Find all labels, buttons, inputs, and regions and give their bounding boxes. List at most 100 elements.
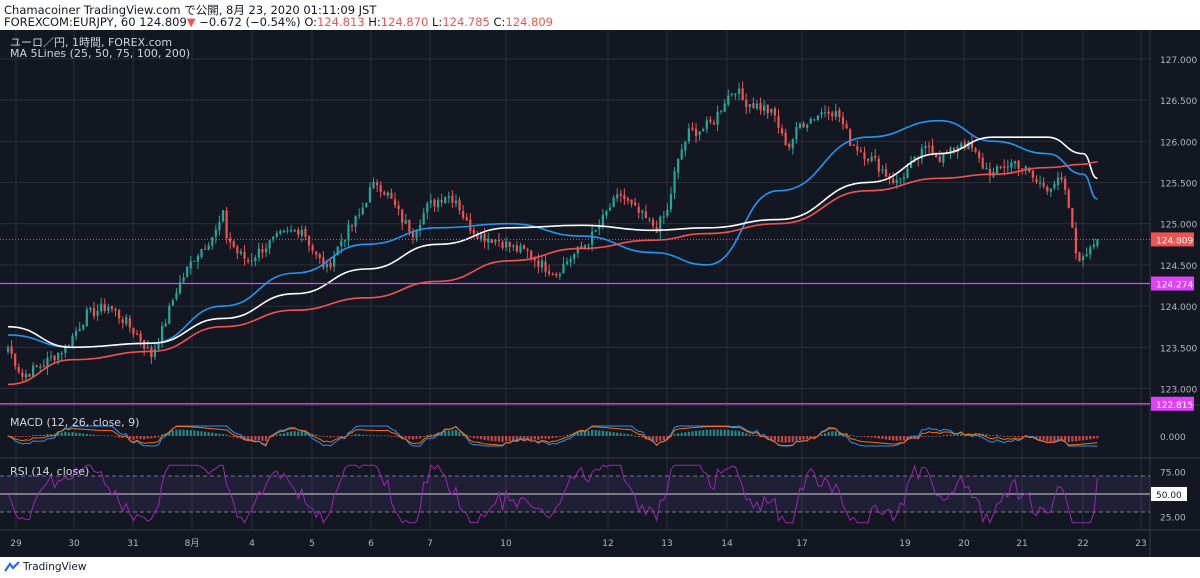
candle-body <box>322 257 325 268</box>
candle-body <box>515 245 518 252</box>
macd-histogram-bar <box>673 434 676 436</box>
price-label-box <box>1151 396 1194 411</box>
tradingview-brand[interactable]: TradingView <box>23 561 87 573</box>
price-tick-label: 124.500 <box>1160 262 1197 272</box>
macd-histogram-bar <box>250 436 253 441</box>
candle-body <box>845 124 848 129</box>
candle-body <box>203 248 207 250</box>
macd-histogram-bar <box>89 434 92 436</box>
candle-body <box>899 178 902 180</box>
candle-body <box>311 245 314 251</box>
macd-histogram-bar <box>21 436 24 437</box>
candle-body <box>591 231 594 245</box>
candle-body <box>580 245 583 249</box>
chart-area[interactable]: 127.000 126.500 126.000 125.500 125.000 124.5… <box>0 30 1200 557</box>
candle-body <box>160 325 164 344</box>
macd-histogram-bar <box>128 436 131 440</box>
candle-body <box>1056 177 1060 186</box>
macd-histogram-bar <box>10 436 13 437</box>
chart-header: Chamacoiner TradingView.com で公開, 8月 23, … <box>0 0 1200 30</box>
tradingview-logo-icon[interactable] <box>4 560 20 574</box>
candle-body <box>1017 160 1020 169</box>
macd-histogram-bar <box>336 436 339 437</box>
symbol-prefix: FOREXCOM:EURJPY, 60 124.809 <box>4 15 187 29</box>
macd-histogram-bar <box>716 429 719 436</box>
candle-body <box>634 202 637 206</box>
candle-body <box>669 194 673 210</box>
macd-histogram-bar <box>282 433 286 436</box>
macd-histogram-bar <box>505 436 508 441</box>
candle-body <box>512 245 515 247</box>
candle-body <box>737 88 741 94</box>
time-tick-label: 31 <box>127 539 138 549</box>
candle-body <box>551 273 554 275</box>
candle-body <box>186 266 189 277</box>
candle-body <box>1038 182 1042 184</box>
candle-body <box>361 207 364 215</box>
macd-histogram-bar <box>530 436 533 440</box>
candle-body <box>537 260 540 267</box>
candle-body <box>662 216 665 218</box>
candle-body <box>501 242 504 248</box>
candle-body <box>404 219 407 224</box>
macd-histogram-bar <box>580 431 583 436</box>
macd-histogram-bar <box>985 434 988 436</box>
chart-svg[interactable]: 127.000 126.500 126.000 125.500 125.000 124.5… <box>0 30 1200 557</box>
macd-histogram-bar <box>49 434 53 436</box>
macd-histogram-bar <box>411 436 415 440</box>
macd-histogram-bar <box>616 432 619 436</box>
macd-histogram-bar <box>297 431 300 436</box>
candle-body <box>440 200 443 203</box>
candle-body <box>254 257 257 262</box>
candle-body <box>487 238 490 243</box>
macd-histogram-bar <box>100 435 103 437</box>
candle-body <box>483 233 486 242</box>
candle-body <box>813 119 816 121</box>
candle-body <box>942 153 945 163</box>
candle-body <box>307 236 311 246</box>
macd-histogram-bar <box>46 434 49 436</box>
macd-histogram-bar <box>859 436 863 437</box>
candle-body <box>1003 166 1006 168</box>
candle-body <box>1078 252 1081 262</box>
price-label-text: 124.809 <box>1156 236 1193 246</box>
candle-body <box>153 349 157 357</box>
macd-histogram-bar <box>537 436 540 440</box>
macd-histogram-bar <box>838 432 841 436</box>
candle-body <box>612 197 615 208</box>
macd-histogram-bar <box>71 432 74 436</box>
candle-body <box>368 187 372 203</box>
macd-histogram-bar <box>444 430 447 436</box>
chart-footer: TradingView <box>0 557 1200 578</box>
candle-body <box>100 303 103 312</box>
candle-body <box>856 146 859 151</box>
candle-body <box>21 372 24 377</box>
macd-histogram-bar <box>225 434 228 436</box>
candle-body <box>469 219 472 231</box>
macd-histogram-bar <box>211 432 214 436</box>
macd-histogram-bar <box>1010 436 1013 437</box>
close-value: 124.809 <box>505 15 553 29</box>
macd-histogram-bar <box>476 436 479 439</box>
candle-body <box>519 245 522 252</box>
candle-body <box>433 199 436 207</box>
macd-histogram-bar <box>831 431 834 436</box>
macd-histogram-bar <box>784 436 787 443</box>
candle-body <box>168 305 171 324</box>
candle-body <box>594 230 597 232</box>
candle-body <box>239 251 243 254</box>
time-tick-label: 13 <box>661 539 672 549</box>
macd-histogram-bar <box>935 435 938 437</box>
macd-histogram-bar <box>809 436 812 438</box>
macd-histogram-bar <box>558 436 561 437</box>
time-tick-label: 17 <box>796 539 807 549</box>
macd-histogram-bar <box>1081 436 1085 441</box>
macd-histogram-bar <box>720 429 723 436</box>
change-down-icon: ▼ <box>186 15 196 29</box>
macd-histogram-bar <box>562 435 565 437</box>
candle-body <box>777 116 780 129</box>
candle-body <box>422 212 425 225</box>
candle-body <box>182 277 185 282</box>
macd-histogram-bar <box>1056 436 1060 441</box>
time-tick-label: 5 <box>309 539 315 549</box>
